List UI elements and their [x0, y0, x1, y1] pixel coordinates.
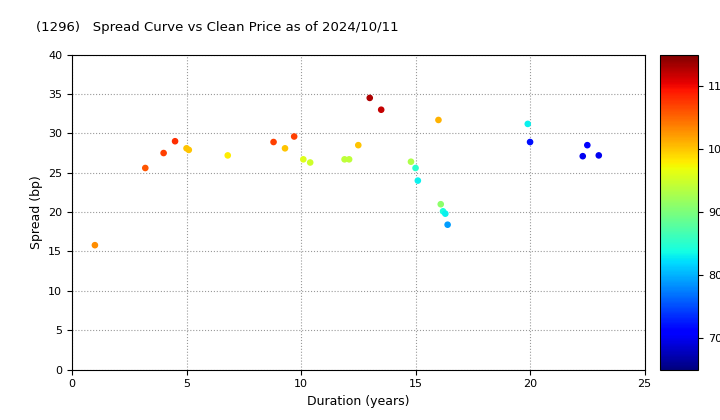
Point — [433, 117, 444, 123]
Point — [289, 133, 300, 140]
Point — [181, 145, 192, 152]
Point — [577, 153, 588, 160]
Point — [339, 156, 351, 163]
Point — [140, 165, 151, 171]
Point — [524, 139, 536, 145]
Point — [183, 147, 194, 153]
Point — [435, 201, 446, 207]
Point — [353, 142, 364, 149]
Point — [375, 106, 387, 113]
Point — [169, 138, 181, 144]
Point — [442, 221, 454, 228]
Point — [410, 165, 421, 171]
Point — [440, 210, 451, 217]
Point — [364, 94, 376, 101]
Point — [582, 142, 593, 149]
Point — [305, 159, 316, 166]
Y-axis label: Spread (bp): Spread (bp) — [30, 175, 42, 249]
Point — [89, 242, 101, 249]
X-axis label: Duration (years): Duration (years) — [307, 395, 410, 408]
Point — [268, 139, 279, 145]
Point — [297, 156, 309, 163]
Point — [405, 158, 417, 165]
Point — [412, 177, 423, 184]
Point — [437, 208, 449, 215]
Point — [279, 145, 291, 152]
Point — [522, 121, 534, 127]
Point — [222, 152, 233, 159]
Point — [158, 150, 169, 156]
Point — [593, 152, 605, 159]
Point — [343, 156, 355, 163]
Text: (1296)   Spread Curve vs Clean Price as of 2024/10/11: (1296) Spread Curve vs Clean Price as of… — [36, 21, 399, 34]
